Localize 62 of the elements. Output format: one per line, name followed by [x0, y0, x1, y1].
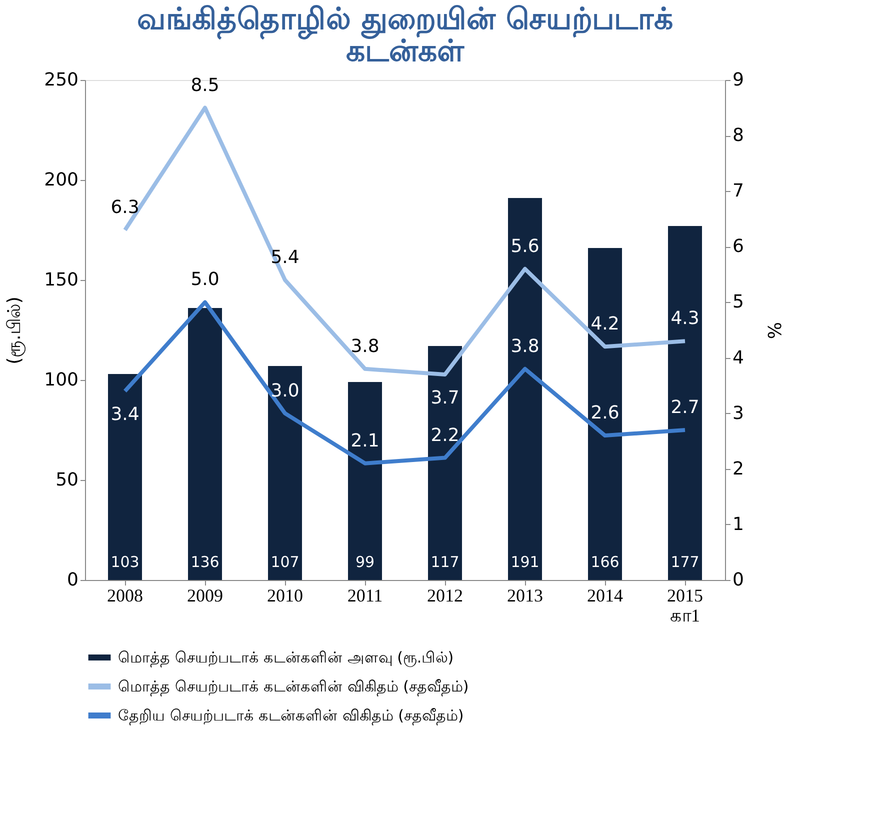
data-label: 5.0	[190, 269, 220, 290]
x-tick-label: 2011	[347, 586, 383, 606]
bar	[428, 346, 462, 580]
data-label: 2.2	[430, 424, 460, 446]
data-label: 191	[510, 553, 540, 571]
data-label: 2.6	[590, 402, 620, 424]
data-label: 5.6	[510, 236, 540, 257]
y2-tick-label: 8	[732, 125, 744, 146]
data-label: 3.7	[430, 387, 460, 408]
x-tick-label: 2014	[587, 586, 623, 606]
data-label: 117	[430, 553, 460, 571]
y2-tick-label: 2	[732, 458, 744, 480]
legend-label: மொத்த செயற்படாக் கடன்களின் விகிதம் (சதவீதம்)	[118, 678, 469, 696]
data-label: 136	[190, 553, 220, 571]
y2-tick-label: 6	[732, 236, 744, 258]
data-label: 2.7	[670, 397, 700, 418]
legend-label: தேறிய செயற்படாக் கடன்களின் விகிதம் (சதவீதம்)	[118, 706, 464, 724]
y-tick-label: 200	[44, 170, 78, 190]
bar	[508, 198, 542, 580]
bar	[348, 382, 382, 580]
data-label: 3.8	[510, 336, 540, 357]
y2-tick-label: 1	[732, 514, 744, 535]
data-label: 177	[670, 553, 700, 571]
y-axis-title: (ரூ.பில்)	[4, 296, 26, 364]
bar	[588, 248, 622, 580]
data-label: 3.8	[350, 336, 380, 357]
bar	[108, 374, 142, 580]
data-label: 2.1	[350, 430, 380, 452]
y2-tick-label: 5	[732, 292, 744, 313]
data-label: 166	[590, 553, 620, 571]
data-label: 107	[270, 553, 300, 571]
data-label: 6.3	[110, 197, 140, 218]
y-tick-label: 0	[67, 570, 78, 590]
data-label: 4.3	[670, 308, 700, 330]
x-tick-label: 2015 கா1	[667, 586, 703, 626]
x-tick-label: 2012	[427, 586, 463, 606]
y2-axis-title: %	[762, 322, 784, 340]
x-tick-label: 2010	[267, 586, 303, 606]
y-tick-label: 150	[44, 270, 78, 290]
y2-tick-label: 4	[732, 347, 744, 368]
x-tick-label: 2008	[107, 586, 143, 606]
x-tick-label: 2013	[507, 586, 543, 606]
data-label: 3.4	[110, 404, 140, 426]
y2-tick-label: 3	[732, 402, 744, 424]
bar	[268, 366, 302, 580]
data-label: 4.2	[590, 314, 620, 335]
bar	[188, 308, 222, 580]
data-label: 99	[355, 553, 375, 571]
data-label: 5.4	[270, 247, 300, 268]
y-tick-label: 50	[56, 470, 78, 490]
y-tick-label: 250	[44, 70, 78, 90]
y2-tick-label: 9	[732, 70, 744, 90]
x-tick-label: 2009	[187, 586, 223, 606]
data-label: 103	[110, 553, 140, 571]
chart-title: வங்கித்தொழில் துறையின் செயற்படாக் கடன்கள்	[137, 2, 673, 69]
y2-tick-label: 0	[732, 570, 744, 590]
data-label: 8.5	[190, 74, 220, 96]
legend-label: மொத்த செயற்படாக் கடன்களின் அளவு (ரூ.பில்)	[118, 648, 454, 666]
y2-tick-label: 7	[732, 180, 744, 202]
y-tick-label: 100	[44, 370, 78, 390]
data-label: 3.0	[270, 380, 300, 402]
bar	[668, 226, 702, 580]
